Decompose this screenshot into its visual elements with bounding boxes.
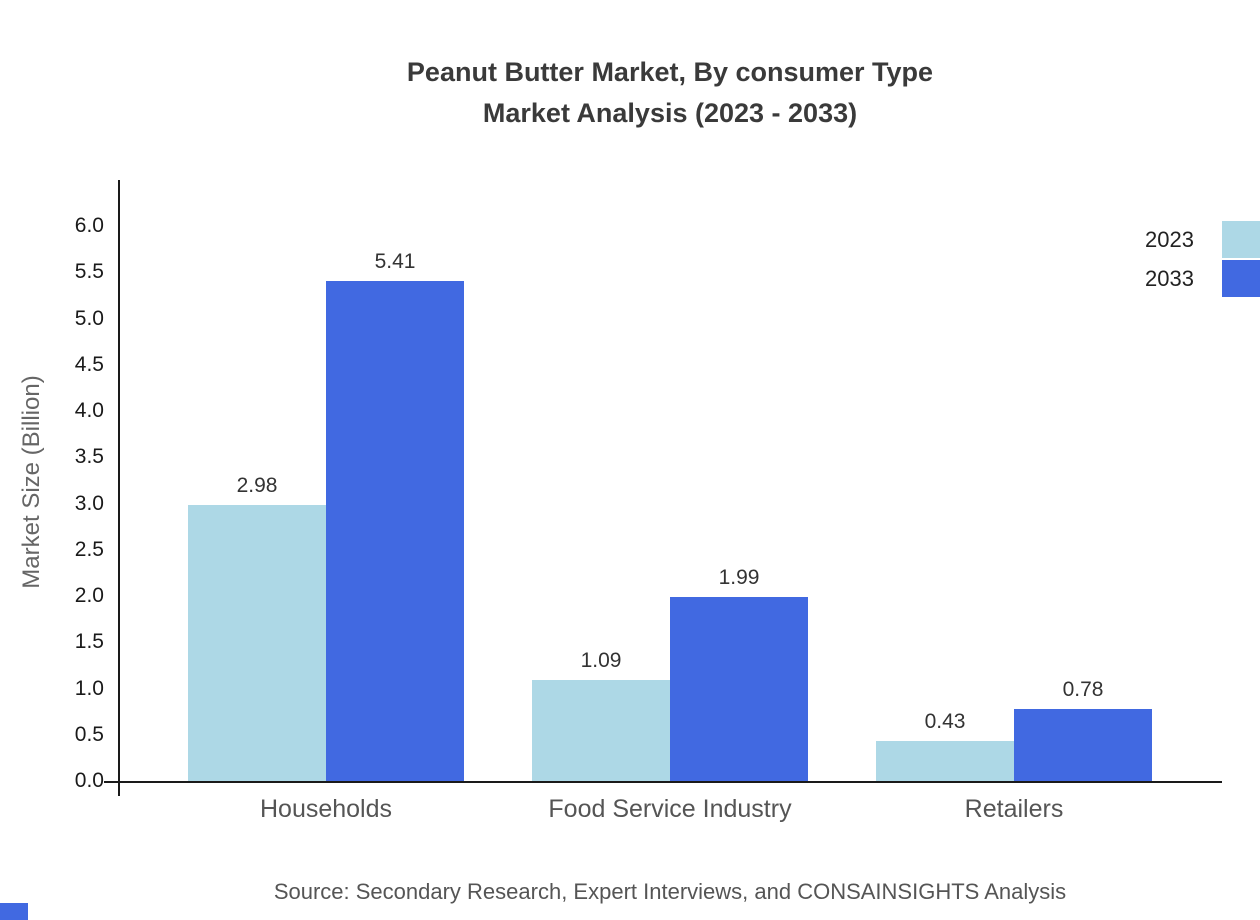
y-axis-line: [118, 180, 120, 796]
chart-title-line2: Market Analysis (2023 - 2033): [482, 98, 858, 128]
legend-label-2033: 2033: [1145, 265, 1194, 291]
bar-2023-households: [188, 505, 326, 781]
corner-accent: [0, 903, 28, 920]
y-tick-label-2.0: 2.0: [74, 584, 104, 608]
y-tick-label-0.5: 0.5: [74, 722, 104, 746]
x-category-label-retailers: Retailers: [964, 795, 1064, 823]
bar-value-2023-households: 2.98: [236, 474, 278, 498]
bar-value-2033-households: 5.41: [374, 249, 416, 273]
y-tick-label-5.5: 5.5: [74, 260, 104, 284]
bar-2023-retailers: [876, 741, 1014, 781]
y-tick-label-2.5: 2.5: [74, 537, 104, 561]
bar-value-2033-retailers: 0.78: [1062, 677, 1104, 701]
chart-title-line1: Peanut Butter Market, By consumer Type: [406, 57, 934, 87]
x-axis-line: [104, 781, 1222, 783]
legend-item-2023: 2023: [1145, 221, 1260, 258]
y-tick-label-3.5: 3.5: [74, 445, 104, 469]
y-tick-label-0.0: 0.0: [74, 769, 104, 792]
bar-2023-food-service-industry: [532, 680, 670, 781]
chart-title: Peanut Butter Market, By consumer Type M…: [80, 52, 1260, 134]
y-tick-label-4.5: 4.5: [74, 352, 104, 376]
bar-2033-households: [326, 280, 464, 781]
y-tick-label-6.0: 6.0: [74, 214, 104, 238]
bar-2033-retailers: [1014, 708, 1152, 781]
bar-value-2023-food-service-industry: 1.09: [580, 649, 622, 673]
x-category-label-food-service-industry: Food Service Industry: [548, 795, 792, 823]
legend-item-2033: 2033: [1145, 260, 1260, 297]
bar-value-2023-retailers: 0.43: [924, 710, 966, 734]
y-tick-label-3.0: 3.0: [74, 491, 104, 515]
x-category-label-households: Households: [259, 795, 393, 823]
y-tick-label-1.5: 1.5: [74, 630, 104, 654]
source-note: Source: Secondary Research, Expert Inter…: [273, 879, 1067, 904]
legend-swatch-2023: [1222, 221, 1260, 258]
bar-value-2033-food-service-industry: 1.99: [718, 566, 760, 589]
y-tick-label-5.0: 5.0: [74, 306, 104, 330]
y-tick-label-4.0: 4.0: [74, 399, 104, 423]
legend-label-2023: 2023: [1145, 226, 1194, 252]
y-tick-label-1.0: 1.0: [74, 676, 104, 700]
bar-2033-food-service-industry: [670, 597, 808, 781]
legend-swatch-2033: [1222, 260, 1260, 297]
